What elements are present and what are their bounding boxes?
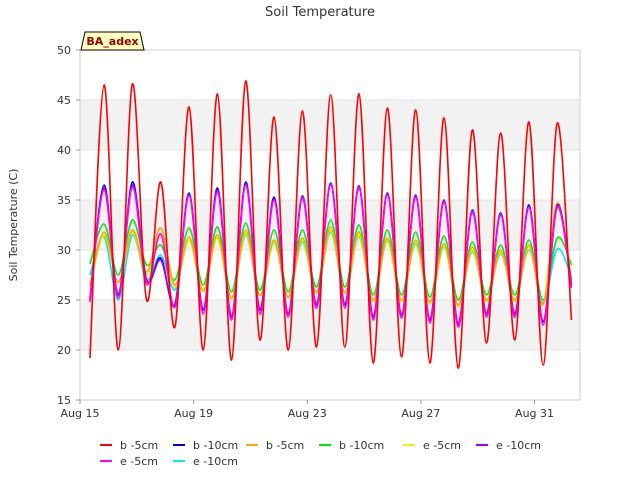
legend-label: e -5cm [120, 455, 158, 468]
x-tick-label: Aug 19 [174, 407, 213, 420]
legend-label: e -10cm [496, 439, 541, 452]
y-tick-label: 15 [57, 394, 71, 407]
plot-frame [79, 49, 581, 401]
legend-label: b -10cm [339, 439, 384, 452]
y-tick-label: 20 [57, 344, 71, 357]
y-tick-label: 45 [57, 94, 71, 107]
x-tick-label: Aug 15 [61, 407, 100, 420]
y-tick-label: 50 [57, 44, 71, 57]
grid-bands [80, 100, 580, 350]
x-tick-label: Aug 23 [288, 407, 327, 420]
series-line [89, 219, 573, 301]
series-line [89, 202, 573, 306]
legend-label: b -10cm [193, 439, 238, 452]
series-line [89, 80, 573, 369]
y-axis: 15 20 25 30 35 40 45 50 [57, 44, 80, 407]
x-tick-label: Aug 27 [401, 407, 440, 420]
legend: b -5cm b -10cm b -5cm b -10cm e -5cm e -10cm e… [100, 439, 541, 468]
annotation-label: BA_adex [86, 35, 138, 48]
legend-label: b -5cm [266, 439, 304, 452]
chart-title: Soil Temperature [265, 5, 375, 20]
x-axis: Aug 15 Aug 19 Aug 23 Aug 27 Aug 31 [61, 400, 554, 420]
series-line [89, 183, 573, 328]
y-tick-label: 25 [57, 294, 71, 307]
series-lines [89, 80, 573, 369]
y-axis-label: Soil Temperature (C) [7, 169, 20, 282]
annotation-box [80, 31, 145, 51]
y-tick-label: 35 [57, 194, 71, 207]
grid-band [80, 100, 580, 150]
legend-label: b -5cm [120, 439, 158, 452]
y-tick-label: 40 [57, 144, 71, 157]
grid-band [80, 300, 580, 350]
legend-label: e -5cm [423, 439, 461, 452]
legend-label: e -10cm [193, 455, 238, 468]
station-annotation: BA_adex [80, 31, 145, 51]
y-tick-label: 30 [57, 244, 71, 257]
x-tick-label: Aug 31 [515, 407, 554, 420]
